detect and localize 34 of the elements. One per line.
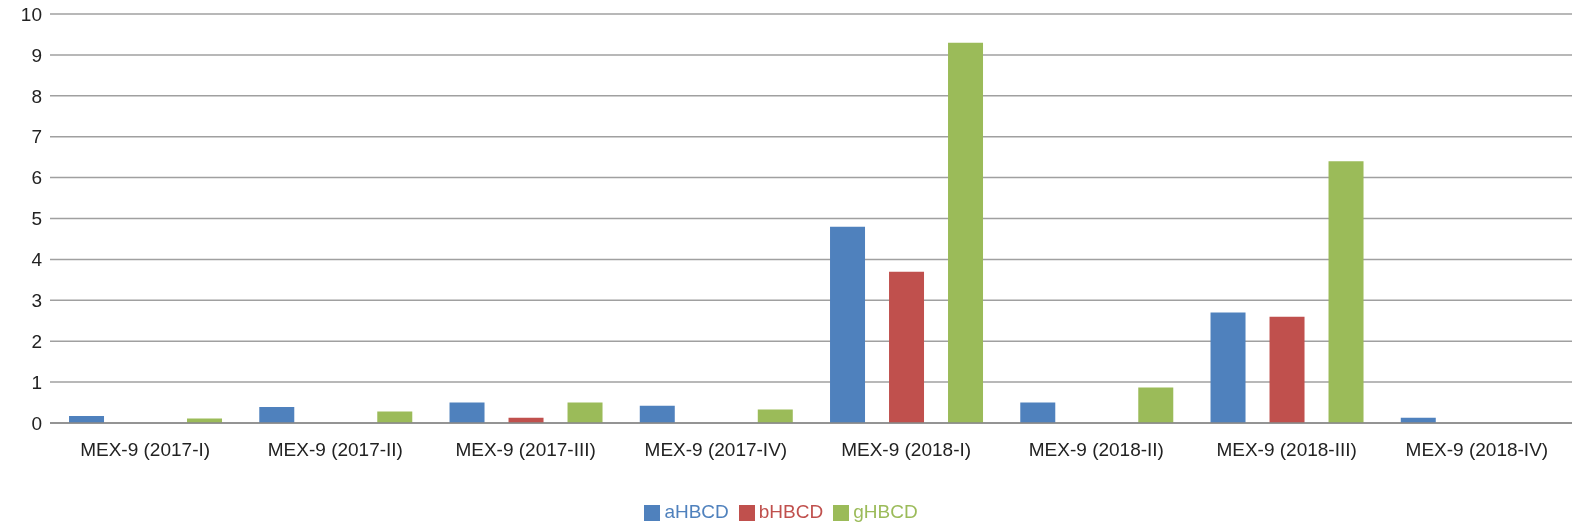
y-tick-label: 9 (31, 44, 42, 66)
legend-label: aHBCD (664, 501, 729, 522)
legend-label: bHBCD (758, 501, 824, 522)
bar (1138, 387, 1174, 423)
x-tick-label: MEX-9 (2018-III) (1216, 439, 1357, 461)
y-tick-label: 3 (31, 290, 42, 312)
y-tick-label: 0 (31, 412, 42, 434)
x-tick-label: MEX-9 (2017-III) (455, 439, 596, 461)
bar (639, 405, 675, 423)
y-tick-label: 5 (31, 208, 42, 230)
bar (948, 42, 984, 423)
y-tick-label: 6 (31, 167, 42, 189)
bar (1328, 161, 1364, 423)
bar (1020, 402, 1056, 423)
bar (567, 402, 603, 423)
x-tick-label: MEX-9 (2018-IV) (1405, 439, 1549, 461)
y-tick-label: 4 (31, 249, 43, 271)
x-tick-label: MEX-9 (2017-II) (267, 439, 403, 461)
y-tick-label: 7 (31, 126, 42, 148)
bar (889, 271, 925, 423)
x-tick-label: MEX-9 (2018-I) (841, 439, 972, 461)
bar (1269, 316, 1305, 423)
bar (1210, 312, 1246, 423)
x-tick-label: MEX-9 (2017-IV) (644, 439, 788, 461)
y-tick-label: 2 (31, 330, 42, 352)
bar (259, 407, 295, 423)
bar (449, 402, 485, 423)
bar (830, 226, 866, 423)
legend-label: gHBCD (853, 501, 918, 522)
x-tick-label: MEX-9 (2018-II) (1028, 439, 1164, 461)
y-tick-label: 10 (20, 3, 42, 25)
x-tick-label: MEX-9 (2017-I) (80, 439, 211, 461)
y-tick-label: 8 (31, 85, 42, 107)
y-tick-label: 1 (31, 371, 42, 393)
